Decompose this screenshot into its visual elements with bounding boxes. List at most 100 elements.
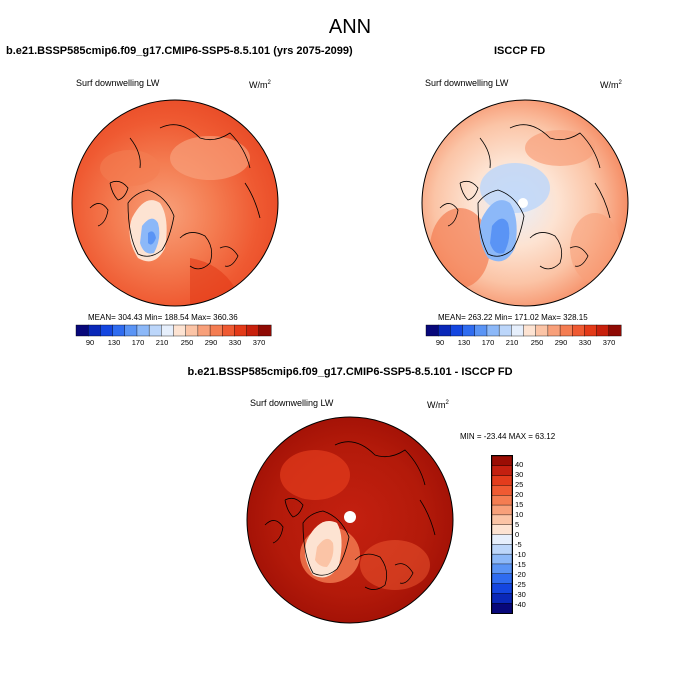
panel2-colorbar-ticks: 90 130 170 210 250 290 330 370	[426, 338, 621, 348]
panel3-colorbar-label: -25	[515, 580, 526, 589]
panel2-pole-hole	[518, 198, 528, 208]
panel3-colorbar-label: 10	[515, 510, 524, 519]
colorbar-swatch	[87, 324, 101, 337]
colorbar-swatch	[124, 324, 138, 337]
panel2-units: W/m2	[600, 80, 622, 90]
panel3-map-border	[246, 416, 454, 624]
colorbar-swatch	[572, 324, 585, 337]
panel3-colorbar-label: 0	[515, 530, 520, 539]
panel2-colorbar	[425, 324, 622, 337]
panel3-colorbar-label: -15	[515, 560, 526, 569]
colorbar-swatch	[491, 534, 513, 545]
panel2-case-title: ISCCP FD	[494, 45, 546, 57]
colorbar-swatch	[486, 324, 500, 337]
colorbar-swatch	[523, 324, 537, 337]
panel1-tick: 370	[252, 338, 266, 347]
panel3-colorbar	[491, 455, 513, 614]
main-title: ANN	[328, 16, 372, 38]
colorbar-swatch	[161, 324, 174, 337]
panel3-colorbar-label: -5	[515, 540, 522, 549]
panel1-tick: 330	[228, 338, 242, 347]
panel1-tick: 290	[204, 338, 218, 347]
panel3-colorbar-label: 20	[515, 490, 524, 499]
colorbar-swatch	[491, 455, 513, 467]
colorbar-swatch	[491, 465, 513, 477]
colorbar-swatch	[222, 324, 235, 337]
panel3-colorbar-label: -10	[515, 550, 526, 559]
panel2-map-border	[421, 99, 629, 307]
panel1-case-title: b.e21.BSSP585cmip6.f09_g17.CMIP6-SSP5-8.…	[6, 45, 353, 57]
colorbar-swatch	[491, 544, 513, 555]
panel2-tick: 170	[481, 338, 495, 347]
panel2-tick: 90	[435, 338, 445, 347]
colorbar-swatch	[209, 324, 223, 337]
panel1-variable: Surf downwelling LW	[76, 78, 160, 88]
panel3-colorbar-label: 25	[515, 480, 524, 489]
panel1-tick: 210	[155, 338, 169, 347]
colorbar-swatch	[197, 324, 211, 337]
colorbar-swatch	[462, 324, 476, 337]
panel3-colorbar-label: 30	[515, 470, 524, 479]
colorbar-swatch	[491, 495, 513, 506]
panel1-polar-map	[71, 99, 279, 307]
colorbar-swatch	[491, 583, 513, 594]
panel2-tick: 250	[530, 338, 544, 347]
colorbar-swatch	[234, 324, 248, 337]
colorbar-swatch	[491, 602, 513, 614]
panel3-polar-map	[246, 416, 454, 624]
panel1-units: W/m2	[249, 80, 271, 90]
panel3-colorbar-labels: 40 30 25 20 15 10 5 0 -5 -10 -15 -20 -25…	[515, 455, 545, 615]
panel2-variable: Surf downwelling LW	[425, 78, 509, 88]
panel1-colorbar	[75, 324, 272, 337]
colorbar-swatch	[258, 324, 272, 337]
colorbar-swatch	[173, 324, 187, 337]
colorbar-swatch	[425, 324, 439, 337]
colorbar-swatch	[498, 324, 512, 337]
colorbar-swatch	[136, 324, 150, 337]
colorbar-swatch	[608, 324, 622, 337]
colorbar-swatch	[75, 324, 89, 337]
colorbar-swatch	[491, 475, 513, 486]
panel2-polar-map	[421, 99, 629, 307]
panel2-coastlines	[439, 124, 611, 270]
panel1-tick: 250	[180, 338, 194, 347]
panel3-colorbar-label: -20	[515, 570, 526, 579]
panel3-colorbar-label: 15	[515, 500, 524, 509]
colorbar-swatch	[491, 563, 513, 575]
colorbar-swatch	[535, 324, 549, 337]
panel1-map-border	[71, 99, 279, 307]
panel1-coastlines	[89, 124, 261, 270]
panel2-tick: 290	[554, 338, 568, 347]
colorbar-swatch	[246, 324, 260, 337]
panel3-colorbar-label: 40	[515, 460, 524, 469]
colorbar-swatch	[491, 553, 513, 565]
colorbar-swatch	[491, 573, 513, 585]
panel1-colorbar-ticks: 90 130 170 210 250 290 330 370	[76, 338, 271, 348]
panel2-tick: 370	[602, 338, 616, 347]
panel3-variable: Surf downwelling LW	[250, 398, 334, 408]
colorbar-swatch	[547, 324, 561, 337]
panel1-tick: 170	[131, 338, 145, 347]
panel1-stats: MEAN= 304.43 Min= 188.54 Max= 360.36	[88, 313, 238, 322]
colorbar-swatch	[437, 324, 451, 337]
panel2-tick: 330	[578, 338, 592, 347]
colorbar-swatch	[491, 514, 513, 526]
colorbar-swatch	[100, 324, 114, 337]
colorbar-swatch	[450, 324, 464, 337]
panel3-pole-hole	[344, 511, 356, 523]
panel1-field	[72, 100, 278, 306]
colorbar-swatch	[584, 324, 598, 337]
colorbar-swatch	[112, 324, 126, 337]
colorbar-swatch	[474, 324, 488, 337]
colorbar-swatch	[596, 324, 610, 337]
panel3-stats: MIN = -23.44 MAX = 63.12	[460, 432, 556, 441]
colorbar-swatch	[148, 324, 162, 337]
colorbar-swatch	[185, 324, 199, 337]
colorbar-swatch	[491, 504, 513, 516]
panel3-case-title: b.e21.BSSP585cmip6.f09_g17.CMIP6-SSP5-8.…	[187, 366, 513, 378]
panel3-colorbar-label: -40	[515, 600, 526, 609]
colorbar-swatch	[559, 324, 573, 337]
colorbar-swatch	[491, 524, 513, 536]
panel2-tick: 210	[505, 338, 519, 347]
panel3-colorbar-label: 5	[515, 520, 520, 529]
